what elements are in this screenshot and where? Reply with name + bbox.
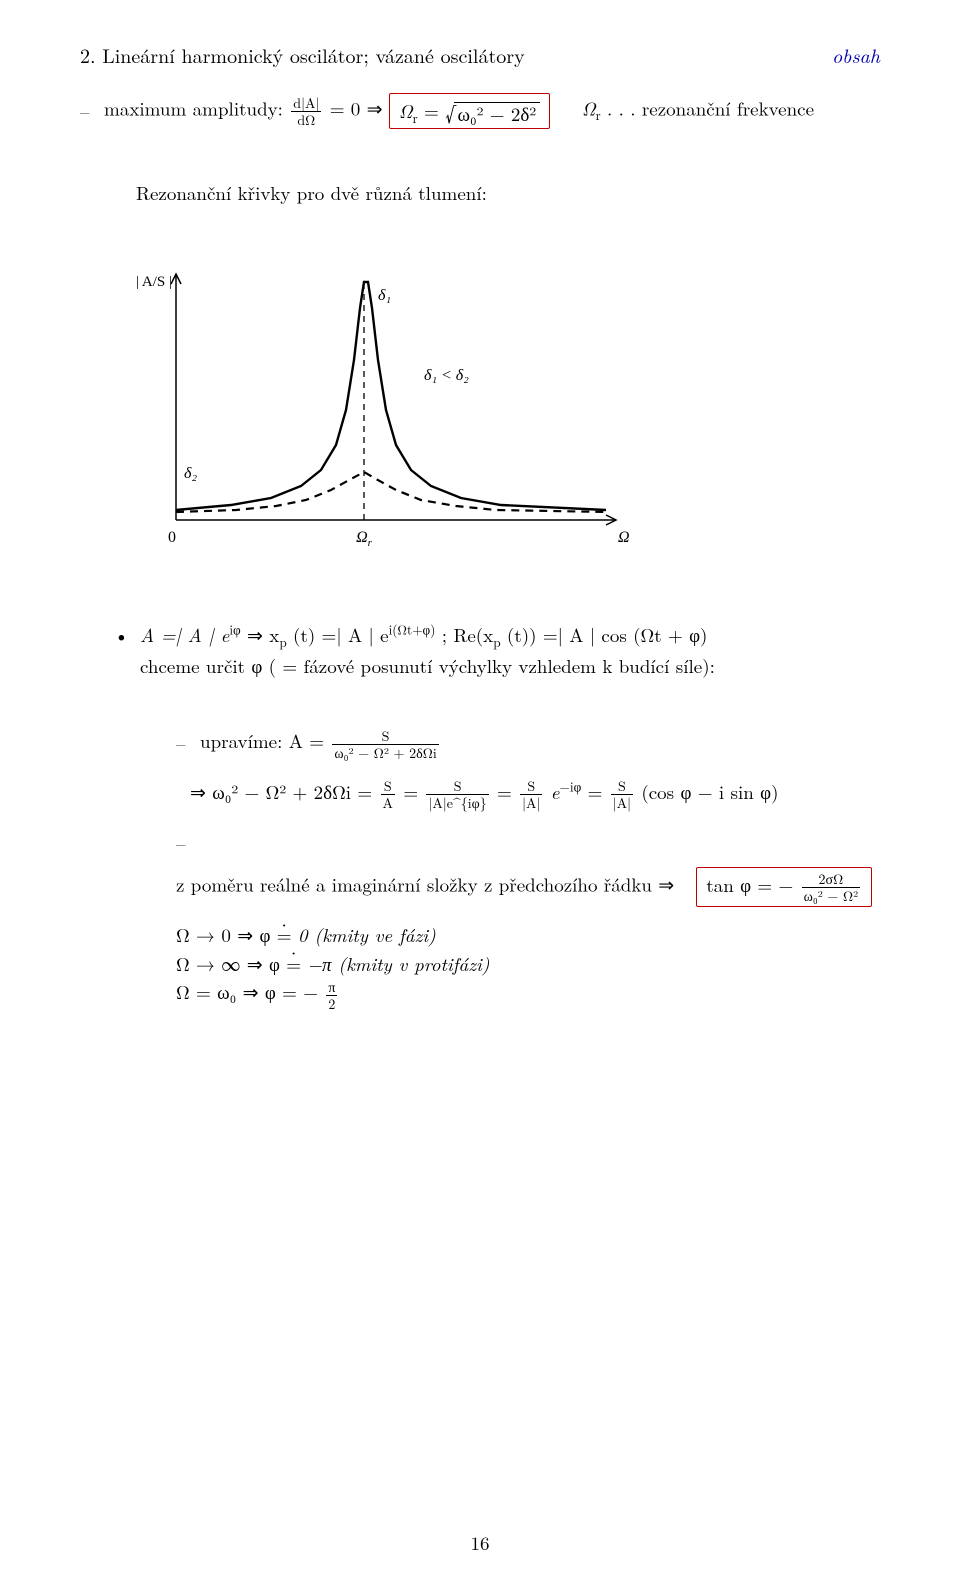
pi2-frac: π 2 [326, 980, 337, 1011]
ratio-text: z poměru reálné a imaginární složky z př… [176, 870, 674, 897]
sqrt-icon: √ ω₀² − 2δ² [445, 102, 540, 125]
limit-2: Ω → ∞ ⇒ φ = −π (kmity v protifázi) [176, 950, 880, 979]
boxed-tan-phi: tan φ = − 2σΩ ω₀² − Ω² [696, 867, 872, 907]
upravime-frac: S ω₀² − Ω² + 2δΩi [332, 729, 438, 760]
frac3: S |A| [520, 779, 542, 810]
omega-r-left: Ω [399, 97, 413, 124]
phase-line: chceme určit φ ( = fázové posunutí výchy… [140, 652, 715, 679]
tan-frac: 2σΩ ω₀² − Ω² [802, 872, 860, 903]
svg-text:δ₂: δ₂ [184, 465, 197, 482]
limit-3: Ω = ω₀ ⇒ φ = − π 2 [176, 978, 880, 1010]
omega-r-after-sub: r [595, 105, 600, 124]
bullet-icon: • [114, 620, 130, 681]
section-number: 2. [80, 40, 96, 69]
svg-text:δ₁: δ₁ [378, 287, 391, 304]
page-header: 2. Lineární harmonický oscilátor; vázané… [80, 40, 880, 69]
eq-a-pref: A =| A | e [140, 621, 229, 648]
svg-text:0: 0 [168, 529, 176, 546]
frac4: S |A| [611, 779, 633, 810]
eq-a-bullet: • A =| A | eiφ ⇒ xp (t) =| A | ei(Ωt+φ) … [114, 620, 880, 681]
omega-r-after: Ω [582, 94, 596, 121]
upravime-expr: upravíme: A = S ω₀² − Ω² + 2δΩi [200, 727, 441, 759]
upravime-label: upravíme: A = [200, 727, 330, 754]
max-amp-label: maximum amplitudy: [104, 94, 283, 121]
page: 2. Lineární harmonický oscilátor; vázané… [0, 0, 960, 1596]
page-number: 16 [0, 1529, 960, 1556]
svg-text:Ω: Ω [618, 529, 630, 546]
svg-text:| A/S |: | A/S | [136, 274, 172, 290]
sqrt-body: ω₀² − 2δ² [454, 102, 541, 125]
omega-r-sub: r [412, 108, 417, 127]
max-amplitude-expr: maximum amplitudy: d|A| dΩ = 0 ⇒ Ωr = √ … [104, 93, 814, 129]
doteq-icon: = [286, 950, 301, 979]
dash-icon: – [176, 730, 190, 757]
dash-icon: – [80, 98, 94, 125]
resonance-svg: | A/S | 0 Ωr Ωδ₁ δ₁ < δ₂ δ₂ [136, 260, 656, 560]
section-title: 2. Lineární harmonický oscilátor; vázané… [80, 40, 525, 69]
trailing-text: . . . rezonanční frekvence [607, 94, 814, 121]
frac-den: dΩ [291, 112, 321, 127]
toc-link-wrap: obsah [832, 40, 880, 69]
derivative-fraction: d|A| dΩ [291, 96, 321, 127]
toc-link[interactable]: obsah [832, 40, 880, 69]
curves-caption: Rezonanční křivky pro dvě různá tlumení: [136, 179, 880, 206]
equals-zero: = 0 ⇒ [330, 94, 383, 121]
upravime-line: – upravíme: A = S ω₀² − Ω² + 2δΩi [176, 727, 880, 759]
eq-sign: = [424, 97, 445, 124]
implies-line: ⇒ ω₀² − Ω² + 2δΩi = S A = S |A|e^{iφ} = … [190, 778, 880, 810]
eq-a-content: A =| A | eiφ ⇒ xp (t) =| A | ei(Ωt+φ) ; … [140, 620, 715, 681]
section-title-text: Lineární harmonický oscilátor; vázané os… [102, 40, 524, 69]
eq-a-line: A =| A | eiφ ⇒ xp (t) =| A | ei(Ωt+φ) ; … [140, 621, 707, 648]
limits-block: Ω → 0 ⇒ φ = 0 (kmity ve fázi) Ω → ∞ ⇒ φ … [176, 921, 880, 1010]
ratio-expr: z poměru reálné a imaginární složky z př… [176, 867, 872, 907]
resonance-chart: | A/S | 0 Ωr Ωδ₁ δ₁ < δ₂ δ₂ [80, 260, 880, 560]
svg-text:δ₁ < δ₂: δ₁ < δ₂ [424, 367, 469, 384]
limit-1: Ω → 0 ⇒ φ = 0 (kmity ve fázi) [176, 921, 880, 950]
ratio-line: – z poměru reálné a imaginární složky z … [176, 830, 880, 907]
dash-icon: – [176, 830, 190, 857]
frac1: S A [381, 779, 396, 810]
svg-text:Ωr: Ωr [356, 529, 373, 549]
boxed-resonance-freq: Ωr = √ ω₀² − 2δ² [389, 93, 550, 129]
max-amplitude-line: – maximum amplitudy: d|A| dΩ = 0 ⇒ Ωr = … [80, 93, 880, 129]
frac2: S |A|e^{iφ} [426, 779, 488, 810]
